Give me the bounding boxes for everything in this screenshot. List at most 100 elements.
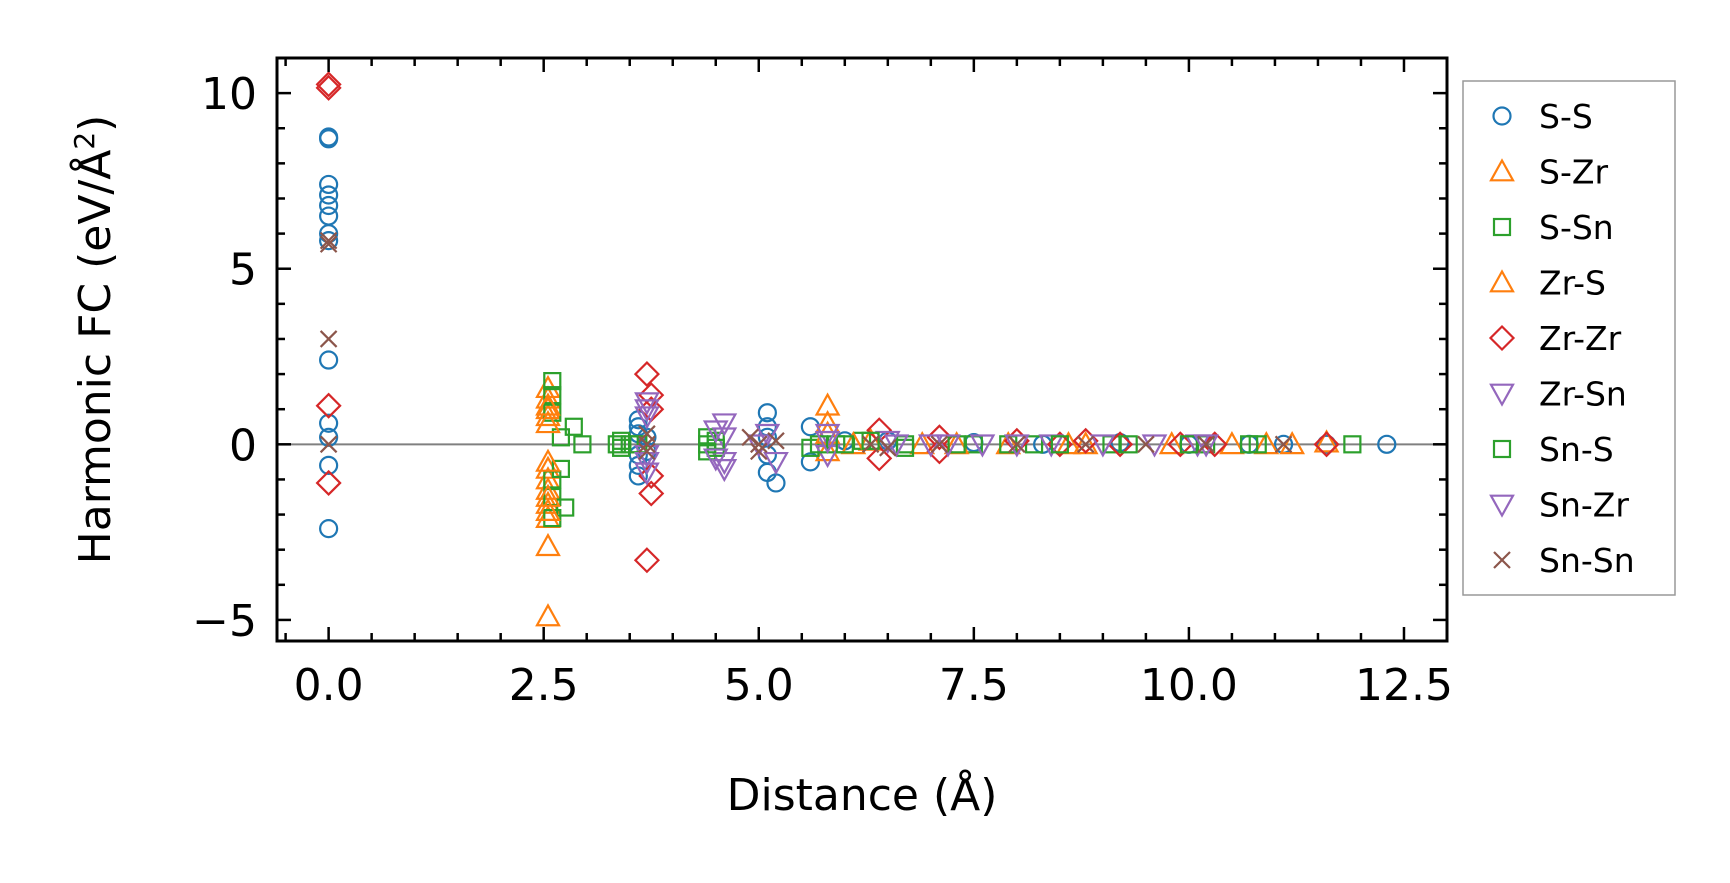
data-point <box>1137 435 1155 454</box>
data-point <box>861 435 880 454</box>
x-tick-label: 0.0 <box>294 660 364 711</box>
legend-label: Zr-S <box>1539 264 1606 303</box>
legend-label: S-Zr <box>1539 153 1608 192</box>
legend-entry: S-S <box>1492 97 1593 136</box>
data-point <box>1313 431 1340 458</box>
data-point <box>1274 435 1293 454</box>
data-point <box>535 395 561 420</box>
data-point <box>1107 431 1134 458</box>
data-point <box>634 392 660 416</box>
data-point <box>634 451 660 476</box>
data-point <box>315 469 342 497</box>
data-point <box>1003 434 1030 458</box>
data-point <box>319 455 339 475</box>
data-point <box>1076 435 1095 454</box>
legend-label: Sn-Zr <box>1539 486 1629 525</box>
data-point <box>638 480 665 507</box>
data-point <box>879 439 897 457</box>
data-point <box>319 350 339 370</box>
data-point <box>633 547 660 574</box>
data-point <box>573 435 592 454</box>
data-point <box>702 448 729 472</box>
data-point <box>319 413 339 433</box>
data-point <box>1316 434 1337 454</box>
data-point <box>319 174 339 195</box>
series-zr-sn <box>634 392 1211 486</box>
data-point <box>319 435 338 454</box>
legend-label: S-S <box>1539 97 1593 136</box>
data-point <box>319 195 339 216</box>
data-point <box>926 438 953 465</box>
data-point <box>543 372 562 391</box>
data-point <box>634 399 660 423</box>
data-point <box>814 430 841 455</box>
data-point <box>551 428 570 447</box>
data-point <box>1377 434 1397 454</box>
data-point <box>909 431 936 455</box>
data-point <box>319 519 339 539</box>
legend-marker <box>1489 158 1515 182</box>
data-point <box>711 459 738 483</box>
data-point <box>633 361 660 388</box>
data-point <box>315 74 342 101</box>
data-point <box>926 424 953 451</box>
legend-marker <box>1492 217 1512 237</box>
data-point <box>1343 435 1362 454</box>
legend-marker <box>1493 551 1511 569</box>
data-point <box>535 448 561 472</box>
data-point <box>535 532 561 557</box>
data-point <box>1158 431 1185 455</box>
data-point <box>638 442 656 461</box>
data-point <box>319 235 338 253</box>
data-point <box>319 231 339 251</box>
data-point <box>638 435 656 454</box>
y-axis-title-main: Harmonic FC (eV/Å <box>68 150 121 565</box>
y-axis-title-superscript: 2 <box>68 132 101 150</box>
series-sn-sn <box>319 231 1293 461</box>
data-point <box>702 420 729 444</box>
data-point <box>711 427 738 451</box>
data-point <box>763 451 789 476</box>
data-point <box>749 435 768 454</box>
data-point <box>866 445 893 472</box>
legend-marker <box>1488 324 1516 352</box>
data-point <box>969 434 996 458</box>
legend-entry: S-Zr <box>1489 153 1608 192</box>
data-point <box>564 417 583 436</box>
x-tick-label: 2.5 <box>509 660 579 711</box>
y-axis-title: Harmonic FC (eV/Å2) <box>68 115 122 565</box>
data-point <box>535 603 561 627</box>
data-point <box>315 71 342 98</box>
data-point <box>1240 435 1259 454</box>
data-point <box>634 462 660 486</box>
y-tick-label: −5 <box>192 596 257 647</box>
legend-label: Sn-S <box>1539 430 1614 469</box>
legend: S-S S-Zr S-Sn Zr-S Zr-Zr Zr-Sn Sn-S Sn-Zr Sn-Sn <box>1488 97 1635 580</box>
y-axis-title-close: ) <box>70 115 121 132</box>
data-point <box>1197 435 1215 454</box>
data-point <box>1193 434 1219 458</box>
data-point <box>757 403 777 423</box>
x-tick-label: 12.5 <box>1355 660 1453 711</box>
data-point <box>835 435 854 454</box>
data-point <box>612 438 631 457</box>
legend-label: Sn-Sn <box>1539 541 1635 580</box>
data-point <box>749 442 768 461</box>
data-point <box>814 438 841 462</box>
data-point <box>917 434 944 458</box>
legend-label: Zr-Sn <box>1539 375 1627 414</box>
plot-area-frame <box>275 56 1449 643</box>
data-point <box>319 129 339 149</box>
legend-label: S-Sn <box>1539 208 1614 247</box>
data-point <box>1201 431 1228 458</box>
data-point <box>1141 434 1168 458</box>
x-tick-label: 10.0 <box>1140 660 1238 711</box>
data-point <box>607 435 626 454</box>
data-point <box>711 413 738 437</box>
data-point <box>556 498 575 517</box>
legend-marker <box>1489 494 1515 518</box>
data-points <box>315 71 1397 627</box>
axis-tick-labels: 0.0 2.5 5.0 7.5 10.0 12.5 10 5 0 −5 <box>192 69 1453 711</box>
legend-entry: Sn-Zr <box>1489 486 1629 525</box>
